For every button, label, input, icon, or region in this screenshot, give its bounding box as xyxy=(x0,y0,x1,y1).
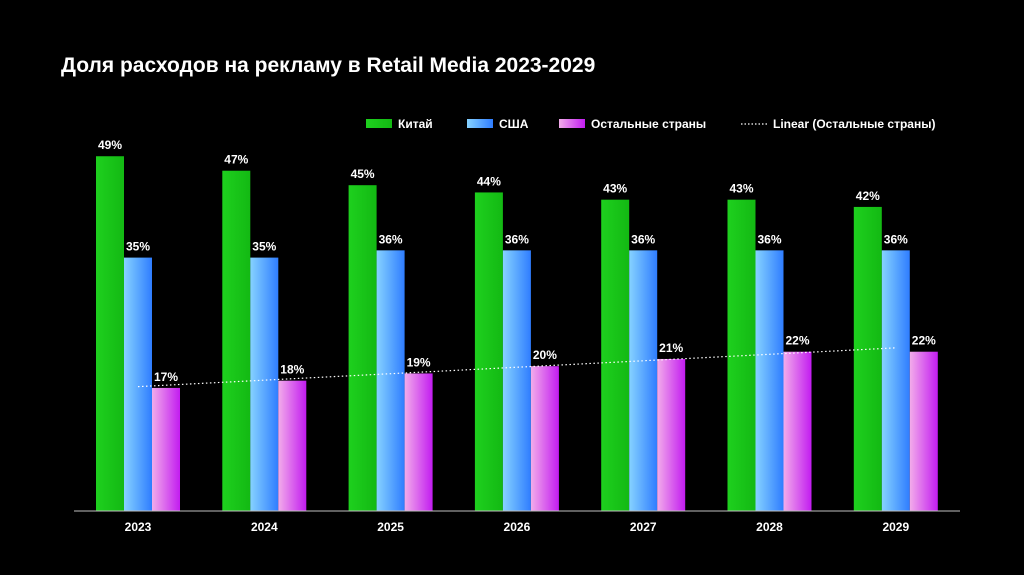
data-label-2029-2: 22% xyxy=(912,334,936,348)
legend-label: Китай xyxy=(398,117,433,131)
data-label-2029-1: 36% xyxy=(884,232,908,246)
data-label-2025-2: 19% xyxy=(407,355,431,369)
bar-2027-0 xyxy=(601,199,630,511)
legend-swatch xyxy=(559,119,585,128)
legend-label: Linear (Остальные страны) xyxy=(773,117,935,131)
bar-2024-2 xyxy=(278,380,307,511)
x-tick-label: 2026 xyxy=(504,520,531,534)
x-tick-label: 2023 xyxy=(125,520,152,534)
chart-title: Доля расходов на рекламу в Retail Media … xyxy=(61,54,596,77)
bar-2028-2 xyxy=(783,351,812,511)
bar-2023-1 xyxy=(124,257,152,511)
legend-swatch xyxy=(467,119,493,128)
legend-swatch xyxy=(366,119,392,128)
data-label-2026-0: 44% xyxy=(477,174,501,188)
data-label-2027-1: 36% xyxy=(631,232,655,246)
trendline xyxy=(137,347,896,388)
data-label-2028-1: 36% xyxy=(757,232,781,246)
data-label-2023-1: 35% xyxy=(126,240,150,254)
bar-2025-2 xyxy=(404,373,433,511)
data-label-2024-2: 18% xyxy=(280,363,304,377)
legend-label: Остальные страны xyxy=(591,117,706,131)
bar-2025-0 xyxy=(348,185,377,511)
x-tick-label: 2027 xyxy=(630,520,657,534)
data-label-2026-1: 36% xyxy=(505,232,529,246)
x-tick-label: 2024 xyxy=(251,520,278,534)
bar-2027-2 xyxy=(657,358,686,511)
data-label-2029-0: 42% xyxy=(856,189,880,203)
bar-2025-1 xyxy=(376,250,405,512)
bar-2029-2 xyxy=(909,351,938,511)
x-tick-label: 2028 xyxy=(756,520,783,534)
bar-2023-2 xyxy=(152,387,180,511)
x-tick-label: 2029 xyxy=(882,520,909,534)
bar-2029-1 xyxy=(881,250,910,512)
bar-2028-1 xyxy=(755,250,784,512)
bar-2027-1 xyxy=(629,250,658,512)
data-label-2028-0: 43% xyxy=(729,182,753,196)
data-label-2024-0: 47% xyxy=(224,153,248,167)
data-label-2027-2: 21% xyxy=(659,341,683,355)
bar-2024-1 xyxy=(250,257,279,511)
data-label-2025-0: 45% xyxy=(351,167,375,181)
bar-2029-0 xyxy=(853,206,882,512)
bar-2023-0 xyxy=(96,156,124,512)
x-tick-label: 2025 xyxy=(377,520,404,534)
data-label-2026-2: 20% xyxy=(533,348,557,362)
data-label-2024-1: 35% xyxy=(252,240,276,254)
bar-2026-0 xyxy=(474,192,503,511)
data-label-2023-2: 17% xyxy=(154,370,178,384)
data-label-2023-0: 49% xyxy=(98,138,122,152)
bar-2024-0 xyxy=(222,170,251,511)
data-label-2028-2: 22% xyxy=(785,334,809,348)
legend-label: США xyxy=(499,117,529,131)
data-label-2027-0: 43% xyxy=(603,182,627,196)
bar-2026-1 xyxy=(502,250,531,512)
data-label-2025-1: 36% xyxy=(379,232,403,246)
bar-2026-2 xyxy=(530,366,559,511)
